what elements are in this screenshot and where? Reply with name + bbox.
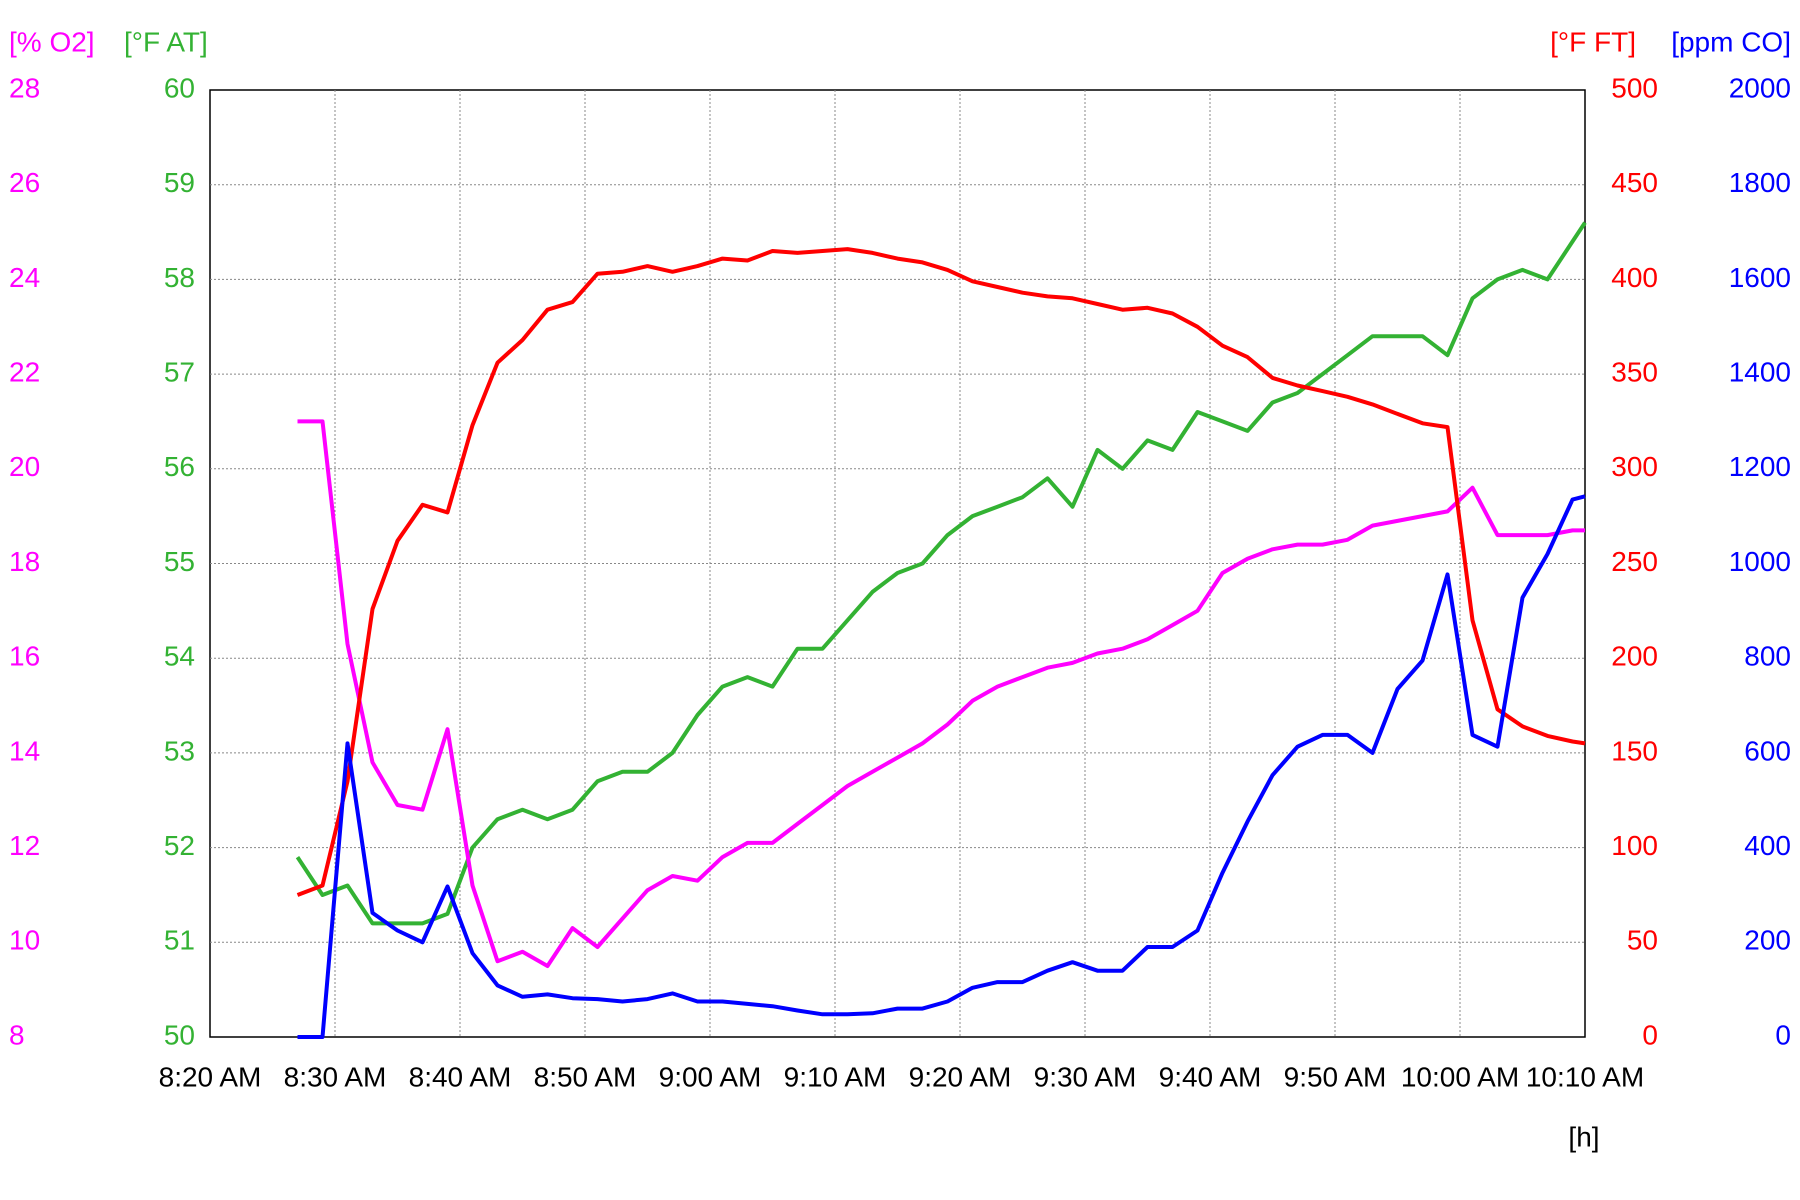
y-tick-label: 20 <box>9 451 40 482</box>
y-tick-label: 1600 <box>1729 262 1791 293</box>
x-tick-label: 10:10 AM <box>1526 1061 1644 1092</box>
y-tick-label: 60 <box>164 72 195 103</box>
x-tick-label: 10:00 AM <box>1401 1061 1519 1092</box>
y-tick-label: 1400 <box>1729 356 1791 387</box>
y-tick-label: 12 <box>9 830 40 861</box>
y-tick-label: 1800 <box>1729 167 1791 198</box>
y-tick-label: 53 <box>164 735 195 766</box>
y-tick-label: 14 <box>9 735 40 766</box>
y-tick-label: 1200 <box>1729 451 1791 482</box>
x-tick-label: 8:20 AM <box>159 1061 262 1092</box>
x-tick-label: 8:40 AM <box>409 1061 512 1092</box>
y-tick-label: 18 <box>9 546 40 577</box>
x-tick-label: 9:50 AM <box>1284 1061 1387 1092</box>
x-tick-label: 9:40 AM <box>1159 1061 1262 1092</box>
y-tick-label: 24 <box>9 262 40 293</box>
y-tick-label: 57 <box>164 356 195 387</box>
y-tick-label: 51 <box>164 925 195 956</box>
series-line <box>297 419 1585 968</box>
x-tick-label: 9:00 AM <box>659 1061 762 1092</box>
y-tick-label: 8 <box>9 1019 25 1050</box>
y-tick-label: 250 <box>1611 546 1658 577</box>
y-tick-label: 58 <box>164 262 195 293</box>
y-tick-label: 600 <box>1744 735 1791 766</box>
series-line <box>295 221 1587 926</box>
y-tick-label: 2000 <box>1729 72 1791 103</box>
axis-title: [°F AT] <box>124 26 208 57</box>
y-tick-label: 200 <box>1744 925 1791 956</box>
y-tick-label: 300 <box>1611 451 1658 482</box>
x-tick-label: 8:30 AM <box>284 1061 387 1092</box>
y-tick-label: 16 <box>9 641 40 672</box>
y-tick-label: 26 <box>9 167 40 198</box>
y-tick-label: 1000 <box>1729 546 1791 577</box>
y-tick-label: 59 <box>164 167 195 198</box>
y-tick-label: 55 <box>164 546 195 577</box>
y-tick-label: 0 <box>1642 1019 1658 1050</box>
y-tick-label: 400 <box>1744 830 1791 861</box>
axis-title: [% O2] <box>9 26 95 57</box>
y-tick-label: 200 <box>1611 641 1658 672</box>
y-tick-label: 22 <box>9 356 40 387</box>
x-tick-label: 8:50 AM <box>534 1061 637 1092</box>
y-tick-label: 350 <box>1611 356 1658 387</box>
x-tick-label: 9:30 AM <box>1034 1061 1137 1092</box>
y-tick-label: 500 <box>1611 72 1658 103</box>
y-tick-label: 800 <box>1744 641 1791 672</box>
y-tick-label: 50 <box>164 1019 195 1050</box>
y-tick-label: 450 <box>1611 167 1658 198</box>
y-tick-label: 10 <box>9 925 40 956</box>
y-tick-label: 50 <box>1627 925 1658 956</box>
y-tick-label: 28 <box>9 72 40 103</box>
x-tick-label: 9:20 AM <box>909 1061 1012 1092</box>
x-axis-label: [h] <box>1568 1121 1599 1152</box>
series-line <box>297 494 1586 1039</box>
y-tick-label: 52 <box>164 830 195 861</box>
y-tick-label: 54 <box>164 641 195 672</box>
y-tick-label: 150 <box>1611 735 1658 766</box>
y-tick-label: 0 <box>1775 1019 1791 1050</box>
y-tick-label: 400 <box>1611 262 1658 293</box>
y-tick-label: 56 <box>164 451 195 482</box>
axis-title: [ppm CO] <box>1671 26 1791 57</box>
x-tick-label: 9:10 AM <box>784 1061 887 1092</box>
y-tick-label: 100 <box>1611 830 1658 861</box>
series-line <box>296 247 1586 897</box>
axis-title: [°F FT] <box>1550 26 1636 57</box>
